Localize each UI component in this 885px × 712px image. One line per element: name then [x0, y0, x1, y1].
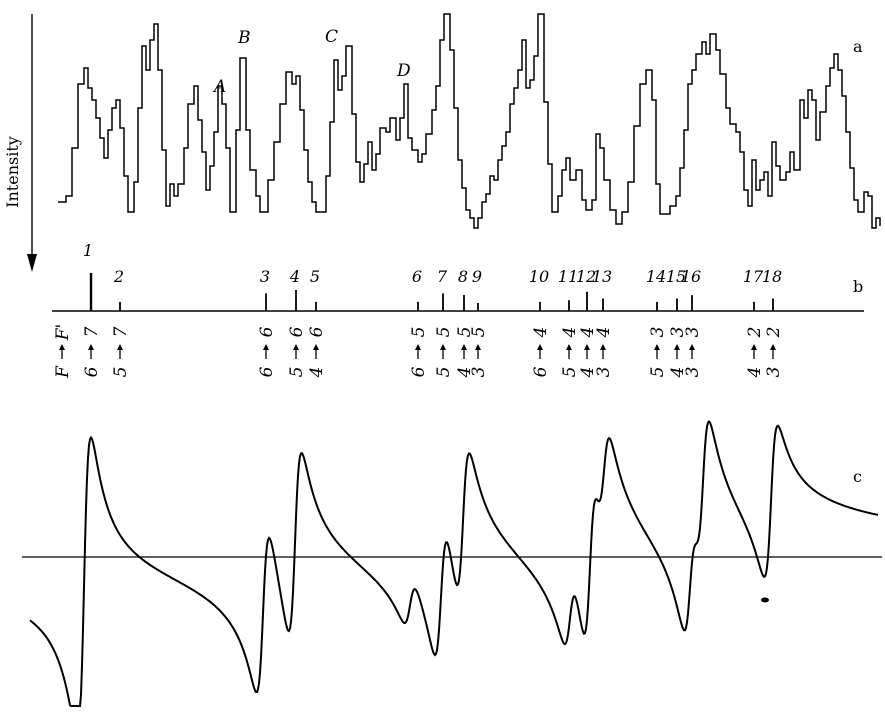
transition-label-11: 45: [560, 327, 580, 378]
transition-label-15: 34: [668, 327, 688, 379]
transition-number-4: 4: [289, 267, 300, 286]
transition-number-18: 18: [762, 267, 782, 286]
transition-number-6: 6: [412, 267, 422, 286]
transition-number-7: 7: [437, 267, 448, 286]
lower-level-9: 3: [469, 367, 489, 378]
lower-level-8: 4: [455, 367, 475, 379]
upper-level-7: 5: [434, 327, 454, 338]
transition-label-16: 33: [683, 327, 703, 378]
transition-number-13: 13: [592, 267, 612, 286]
upper-level-16: 3: [683, 327, 703, 338]
lower-level-10: 6: [531, 366, 551, 377]
transition-label-14: 35: [648, 327, 668, 378]
intensity-axis: Intensity: [3, 14, 37, 272]
panel-b-label: b: [853, 277, 863, 296]
peak-label-a: A: [212, 77, 226, 97]
lower-level-5: 4: [307, 367, 327, 379]
transition-label-17: 24: [745, 327, 765, 379]
lower-level-14: 5: [648, 367, 668, 378]
upper-level-6: 5: [409, 327, 429, 338]
lower-level-1: 6: [82, 366, 102, 377]
transition-number-11: 11: [558, 267, 578, 286]
lower-level-7: 5: [434, 367, 454, 378]
transition-label-13: 43: [594, 327, 614, 378]
lower-level-3: 6: [257, 366, 277, 377]
transition-label-18: 23: [764, 327, 784, 378]
upper-level-18: 2: [764, 327, 784, 339]
lower-level-4: 5: [287, 367, 307, 378]
lower-level-2: 5: [111, 367, 131, 378]
panel-a: a A B C D: [58, 13, 881, 229]
lower-level-13: 3: [594, 367, 614, 378]
transition-label-8: 54: [455, 327, 475, 379]
transition-number-9: 9: [472, 267, 482, 286]
upper-level-8: 5: [455, 327, 475, 338]
transition-number-10: 10: [529, 267, 549, 286]
upper-level-11: 4: [560, 327, 580, 339]
upper-level-14: 3: [648, 327, 668, 338]
lower-level-15: 4: [668, 367, 688, 379]
upper-level-10: 4: [531, 327, 551, 339]
upper-level-15: 3: [668, 327, 688, 338]
signal-trace-c: [29, 420, 879, 707]
header-lower: F: [53, 365, 73, 379]
transition-number-17: 17: [743, 267, 764, 286]
panel-c-label: c: [853, 467, 862, 486]
upper-level-17: 2: [745, 327, 765, 339]
transition-number-1: 1: [83, 241, 93, 260]
transition-number-5: 5: [310, 267, 320, 286]
transition-number-15: 15: [666, 267, 686, 286]
upper-level-3: 6: [257, 326, 277, 337]
transition-label-9: 53: [469, 327, 489, 378]
upper-level-1: 7: [82, 326, 102, 337]
transition-label-3: 66: [257, 326, 277, 377]
lower-level-6: 6: [409, 366, 429, 377]
lower-level-12: 4: [578, 367, 598, 379]
transition-label-5: 64: [307, 326, 327, 378]
lower-level-18: 3: [764, 367, 784, 378]
header-upper: F': [53, 324, 73, 341]
transition-label-12: 44: [578, 327, 598, 379]
upper-level-13: 4: [594, 327, 614, 339]
transition-number-3: 3: [260, 267, 270, 286]
upper-level-12: 4: [578, 327, 598, 339]
dot-mark: [761, 597, 769, 603]
transition-label-6: 56: [409, 327, 429, 378]
panel-a-label: a: [853, 37, 863, 56]
peak-label-b: B: [237, 28, 251, 48]
upper-level-5: 6: [307, 326, 327, 337]
transition-number-14: 14: [646, 267, 666, 286]
transition-label-10: 46: [531, 327, 551, 378]
transition-label-1: 76: [82, 326, 102, 377]
transition-number-12: 12: [576, 267, 596, 286]
transition-label-7: 55: [434, 327, 454, 378]
upper-level-9: 5: [469, 327, 489, 338]
transition-number-8: 8: [458, 267, 468, 286]
spectrum-trace-a: [58, 13, 881, 229]
transition-label-4: 65: [287, 326, 307, 377]
panel-c: c: [22, 420, 882, 707]
peak-label-d: D: [396, 61, 411, 81]
intensity-axis-label: Intensity: [3, 136, 22, 208]
lower-level-17: 4: [745, 367, 765, 379]
transition-number-16: 16: [681, 267, 701, 286]
transition-header: F' F: [53, 324, 73, 379]
upper-level-2: 7: [111, 326, 131, 337]
transition-label-2: 75: [111, 326, 131, 377]
lower-level-16: 3: [683, 367, 703, 378]
lower-level-11: 5: [560, 367, 580, 378]
upper-level-4: 6: [287, 326, 307, 337]
transition-number-2: 2: [113, 267, 124, 286]
peak-label-c: C: [325, 27, 338, 47]
